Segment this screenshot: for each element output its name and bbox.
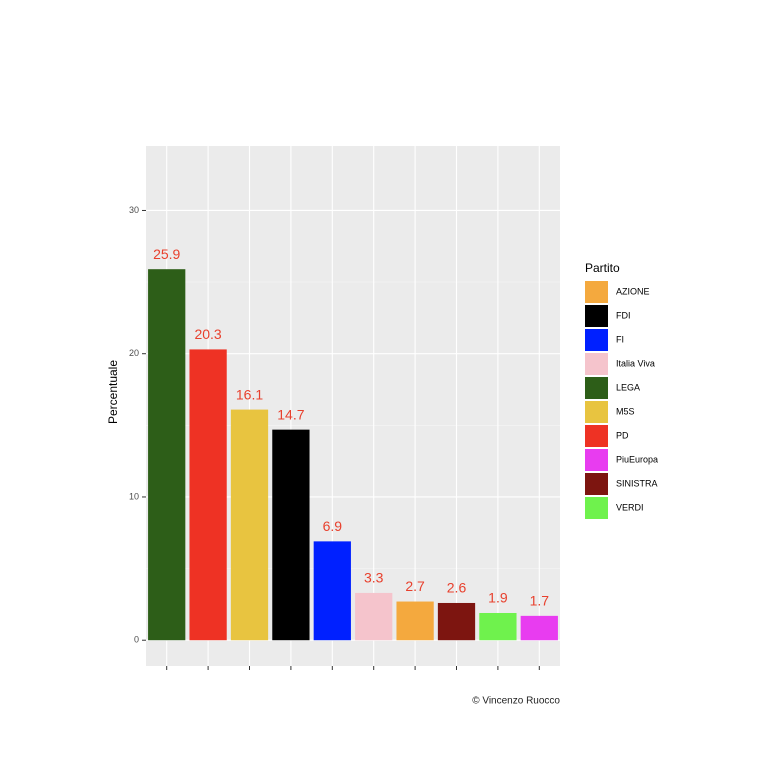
y-tick-label: 10 [129,491,139,501]
legend-key [585,377,608,399]
legend-title: Partito [585,261,620,275]
y-tick-label: 30 [129,205,139,215]
legend-label: FI [616,334,624,344]
legend-key [585,497,608,519]
legend-label: LEGA [616,382,640,392]
value-label: 2.7 [405,578,425,594]
legend-key [585,425,608,447]
bar [230,409,269,641]
y-axis-label: Percentuale [106,360,120,424]
legend-key [585,329,608,351]
legend-label: AZIONE [616,286,650,296]
legend-key [585,305,608,327]
bar [437,602,476,641]
bar [148,269,186,641]
legend-key [585,473,608,495]
y-tick-label: 20 [129,348,139,358]
legend-key [585,449,608,471]
legend-label: Italia Viva [616,358,655,368]
value-label: 20.3 [194,326,221,342]
bar [520,615,558,641]
value-label: 14.7 [277,406,304,422]
value-label: 3.3 [364,570,384,586]
legend-label: VERDI [616,502,644,512]
legend-key [585,281,608,303]
value-label: 16.1 [236,386,263,402]
legend-label: PD [616,430,629,440]
value-label: 1.7 [530,593,550,609]
bar [396,601,434,641]
caption: © Vincenzo Ruocco [472,696,560,707]
legend-label: SINISTRA [616,478,658,488]
value-label: 1.9 [488,590,508,606]
bar [479,612,517,641]
bar [189,349,227,641]
legend-key [585,353,608,375]
bar [313,541,351,641]
value-label: 25.9 [153,246,180,262]
bar [272,429,310,641]
legend-label: M5S [616,406,635,416]
bar [355,592,393,641]
legend-label: PiuEuropa [616,454,658,464]
value-label: 6.9 [323,518,343,534]
y-tick-label: 0 [134,635,139,645]
legend-key [585,401,608,423]
legend-label: FDI [616,310,631,320]
value-label: 2.6 [447,580,467,596]
